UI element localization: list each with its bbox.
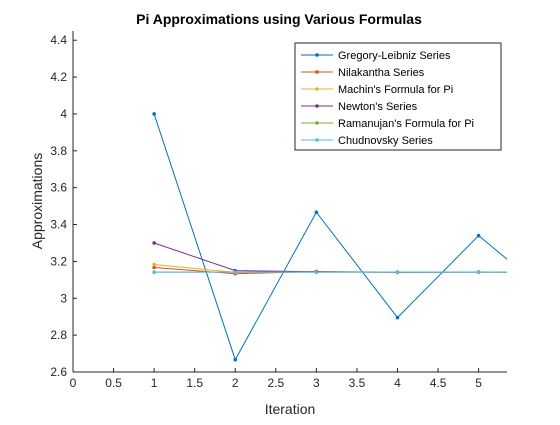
x-tick-label: 0.5 [105,376,122,390]
series-5-point [314,270,319,274]
legend-label-5: Chudnovsky Series [338,135,433,147]
legend: Gregory-Leibniz Series Nilakantha Series M… [294,42,502,151]
y-tick-label: 3.8 [50,144,67,158]
series-0-point [233,357,238,362]
legend-marker-3 [315,104,319,108]
y-axis-label: Approximations [29,153,45,250]
series-2-point [152,262,156,267]
legend-marker-4 [315,121,319,125]
series-layer [152,112,507,362]
legend-marker-2 [315,87,319,91]
x-axis-ticks: 0 0.5 1 1.5 2 2.5 3 3.5 4 4.5 5 [70,368,482,390]
chart-title: Pi Approximations using Various Formulas [136,11,422,27]
y-axis-ticks: 2.6 2.8 3 3.2 3.4 3.6 3.8 4 4.2 4.4 [50,33,77,379]
y-tick-label: 4 [60,107,67,121]
legend-items: Gregory-Leibniz Series Nilakantha Series M… [301,50,474,147]
series-0-point [395,315,400,320]
y-tick-label: 4.2 [50,70,67,84]
x-tick-label: 0 [70,376,77,390]
y-tick-label: 3.4 [50,218,67,232]
y-tick-label: 3 [60,291,67,305]
legend-label-1: Nilakantha Series [338,67,425,79]
legend-marker-0 [315,53,319,57]
legend-label-2: Machin's Formula for Pi [338,84,453,96]
legend-label-4: Ramanujan's Formula for Pi [338,118,474,130]
y-tick-label: 4.4 [50,33,67,47]
x-axis-label: Iteration [265,401,316,417]
x-tick-label: 4.5 [430,376,447,390]
x-tick-label: 3 [313,376,320,390]
legend-label-0: Gregory-Leibniz Series [338,50,451,62]
series-5-point [395,270,400,274]
y-tick-label: 3.2 [50,254,67,268]
x-tick-label: 2.5 [267,376,284,390]
series-line-0 [153,113,507,361]
x-tick-label: 1.5 [186,376,203,390]
x-tick-label: 3.5 [349,376,366,390]
y-tick-label: 2.6 [50,365,67,379]
series-5-point [152,270,156,274]
x-tick-label: 2 [232,376,239,390]
y-tick-label: 3.6 [50,181,67,195]
x-tick-label: 1 [151,376,158,390]
series-0-point [152,112,156,116]
legend-label-3: Newton's Series [338,101,418,113]
y-tick-label: 2.8 [50,328,67,342]
legend-marker-1 [315,70,319,74]
legend-marker-5 [315,138,319,142]
x-tick-label: 5 [475,376,482,390]
series-1-point [152,265,156,270]
series-0-point [314,210,319,215]
series-5-point [476,270,481,274]
series-5-point [233,270,238,274]
series-3-point [152,241,156,245]
legend-box [294,42,502,151]
series-0-point [476,233,481,238]
x-tick-label: 4 [394,376,401,390]
